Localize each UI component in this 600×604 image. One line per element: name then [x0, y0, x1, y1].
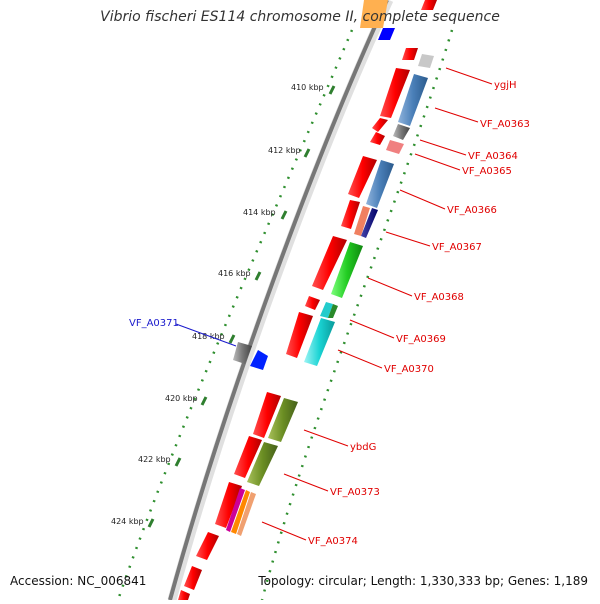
gene-arrow[interactable] [341, 200, 360, 229]
kbp-label: 422 kbp [138, 455, 171, 464]
gene-label[interactable]: VF_A0368 [414, 292, 464, 303]
gene-label[interactable]: VF_A0369 [396, 334, 446, 345]
leader-line [349, 319, 395, 339]
gene-arrow[interactable] [393, 124, 410, 140]
gene-label[interactable]: VF_A0364 [468, 151, 518, 162]
gene-label[interactable]: VF_A0367 [432, 242, 482, 253]
kbp-label: 418 kbp [192, 332, 225, 341]
leader-line [337, 349, 383, 369]
kbp-tick [228, 334, 236, 344]
gene-arrow[interactable] [354, 206, 370, 236]
leader-line [303, 429, 349, 447]
leader-line [445, 67, 493, 85]
gene-label[interactable]: ygjH [494, 80, 517, 91]
leader-lines [261, 67, 493, 541]
gene-arrow[interactable] [184, 566, 202, 590]
gene-arrow[interactable] [331, 242, 363, 298]
gene-arrow[interactable] [366, 160, 394, 208]
leader-line [434, 107, 479, 123]
gene-arrow[interactable] [237, 492, 256, 536]
gene-arrow[interactable] [386, 140, 404, 154]
kbp-tick [254, 271, 262, 281]
gene-label[interactable]: VF_A0374 [308, 536, 358, 547]
kbp-tick [303, 148, 311, 158]
gene-arrow-top-3[interactable] [421, 0, 437, 10]
gene-arrow[interactable] [305, 296, 320, 310]
gene-arrow[interactable] [372, 118, 388, 132]
kbp-label: 420 kbp [165, 394, 198, 403]
gene-arrow-top-2[interactable] [378, 28, 395, 40]
kbp-tick [147, 518, 155, 528]
kbp-tick [174, 457, 182, 467]
gene-arrow[interactable] [178, 590, 190, 600]
gene-arrow[interactable] [348, 156, 377, 198]
accession-text: Accession: NC_006841 [10, 574, 147, 588]
gene-arrow[interactable] [286, 312, 313, 358]
gene-arrow[interactable] [234, 436, 262, 478]
kbp-label: 410 kbp [291, 83, 324, 92]
kbp-tick-marks [147, 85, 336, 528]
gene-label[interactable]: VF_A0373 [330, 487, 380, 498]
gene-arrow[interactable] [304, 318, 335, 366]
gene-labels: ygjH VF_A0363 VF_A0364 VF_A0365 VF_A0366… [129, 80, 530, 547]
kbp-label: 412 kbp [268, 146, 301, 155]
outer-tick-ring [260, 29, 454, 601]
kbp-labels: 410 kbp 412 kbp 414 kbp 416 kbp 418 kbp … [111, 83, 324, 526]
leader-line [261, 521, 307, 541]
gene-arrow[interactable] [418, 54, 434, 68]
leader-line [399, 189, 446, 210]
gene-label[interactable]: ybdG [350, 442, 376, 453]
gene-arrow[interactable] [215, 482, 242, 528]
gene-arrow[interactable] [226, 488, 245, 532]
gene-arrow[interactable] [312, 236, 347, 290]
kbp-tick [280, 210, 288, 220]
leader-line [419, 139, 467, 156]
map-title: Vibrio fischeri ES114 chromosome II, com… [100, 9, 500, 25]
leader-line [414, 153, 461, 171]
inner-tick-ring [116, 29, 354, 601]
gene-label-blue[interactable]: VF_A0371 [129, 318, 179, 329]
gene-arrow[interactable] [328, 304, 338, 318]
gene-label[interactable]: VF_A0366 [447, 205, 497, 216]
gene-arrow[interactable] [320, 302, 333, 318]
leader-line [367, 277, 413, 297]
leader-line [283, 473, 329, 492]
gene-arrow-top-1[interactable] [360, 0, 388, 28]
gene-label[interactable]: VF_A0370 [384, 364, 434, 375]
gene-arrow[interactable] [398, 74, 428, 126]
gene-arrow[interactable] [253, 392, 281, 438]
gene-arrow[interactable] [247, 442, 278, 486]
colored-genes [226, 54, 434, 536]
gene-arrow[interactable] [402, 48, 418, 60]
kbp-tick [328, 85, 336, 95]
chromosome-backbone [167, 0, 394, 602]
gene-arrow[interactable] [361, 208, 378, 238]
gene-arrow[interactable] [231, 490, 250, 534]
kbp-label: 414 kbp [243, 208, 276, 217]
topology-text: Topology: circular; Length: 1,330,333 bp… [258, 574, 588, 588]
gene-arrow[interactable] [370, 132, 385, 145]
gene-label[interactable]: VF_A0363 [480, 119, 530, 130]
leader-line-blue [175, 323, 237, 347]
kbp-label: 424 kbp [111, 517, 144, 526]
kbp-tick [200, 396, 208, 406]
gene-arrow[interactable] [250, 350, 268, 370]
chromosome-backbone-core [168, 0, 389, 601]
gene-label[interactable]: VF_A0365 [462, 166, 512, 177]
gene-arrow[interactable] [196, 532, 219, 560]
kbp-label: 416 kbp [218, 269, 251, 278]
forward-strand-genes [178, 48, 418, 600]
gene-arrow[interactable] [380, 68, 410, 118]
gene-arrow-vf-a0371[interactable] [233, 342, 252, 364]
gene-arrow[interactable] [268, 398, 298, 442]
leader-line [385, 231, 431, 247]
